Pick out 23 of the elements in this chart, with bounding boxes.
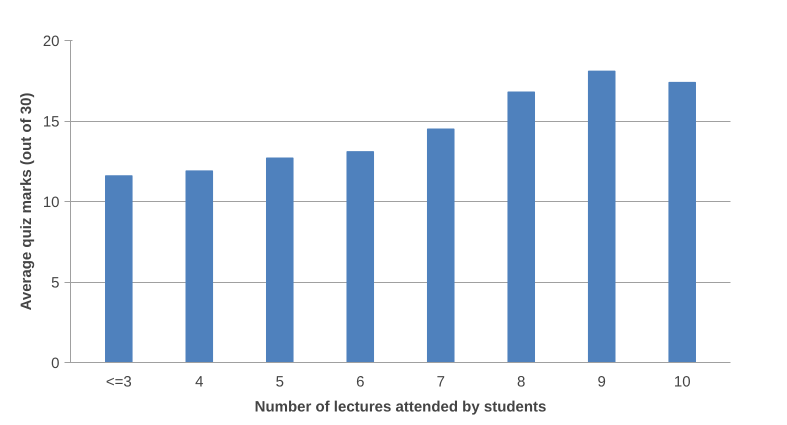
- bar: [346, 151, 374, 362]
- y-axis-title: Average quiz marks (out of 30): [18, 92, 35, 310]
- bar: [426, 128, 455, 362]
- x-tick-label: <=3: [106, 374, 132, 390]
- x-tick-label: 4: [195, 374, 204, 390]
- bar: [105, 175, 133, 362]
- x-tick-label: 5: [276, 374, 284, 390]
- bar: [588, 70, 616, 362]
- x-tick-label: 6: [356, 374, 364, 390]
- y-tick-label: 20: [42, 33, 60, 50]
- y-tick-label: 15: [42, 114, 60, 130]
- x-tick-label: 8: [517, 374, 526, 390]
- bar: [266, 158, 294, 362]
- x-axis-title: Number of lectures attended by students: [254, 398, 546, 416]
- bar: [668, 82, 696, 362]
- x-tick-label: 7: [436, 374, 445, 390]
- bar: [507, 92, 536, 362]
- x-tick-label: 10: [674, 374, 691, 390]
- y-tick-label: 5: [51, 274, 60, 292]
- y-tick-label: 0: [51, 355, 60, 372]
- x-tick-label: 9: [598, 374, 606, 390]
- bar: [186, 170, 214, 362]
- y-tick-label: 10: [42, 194, 60, 211]
